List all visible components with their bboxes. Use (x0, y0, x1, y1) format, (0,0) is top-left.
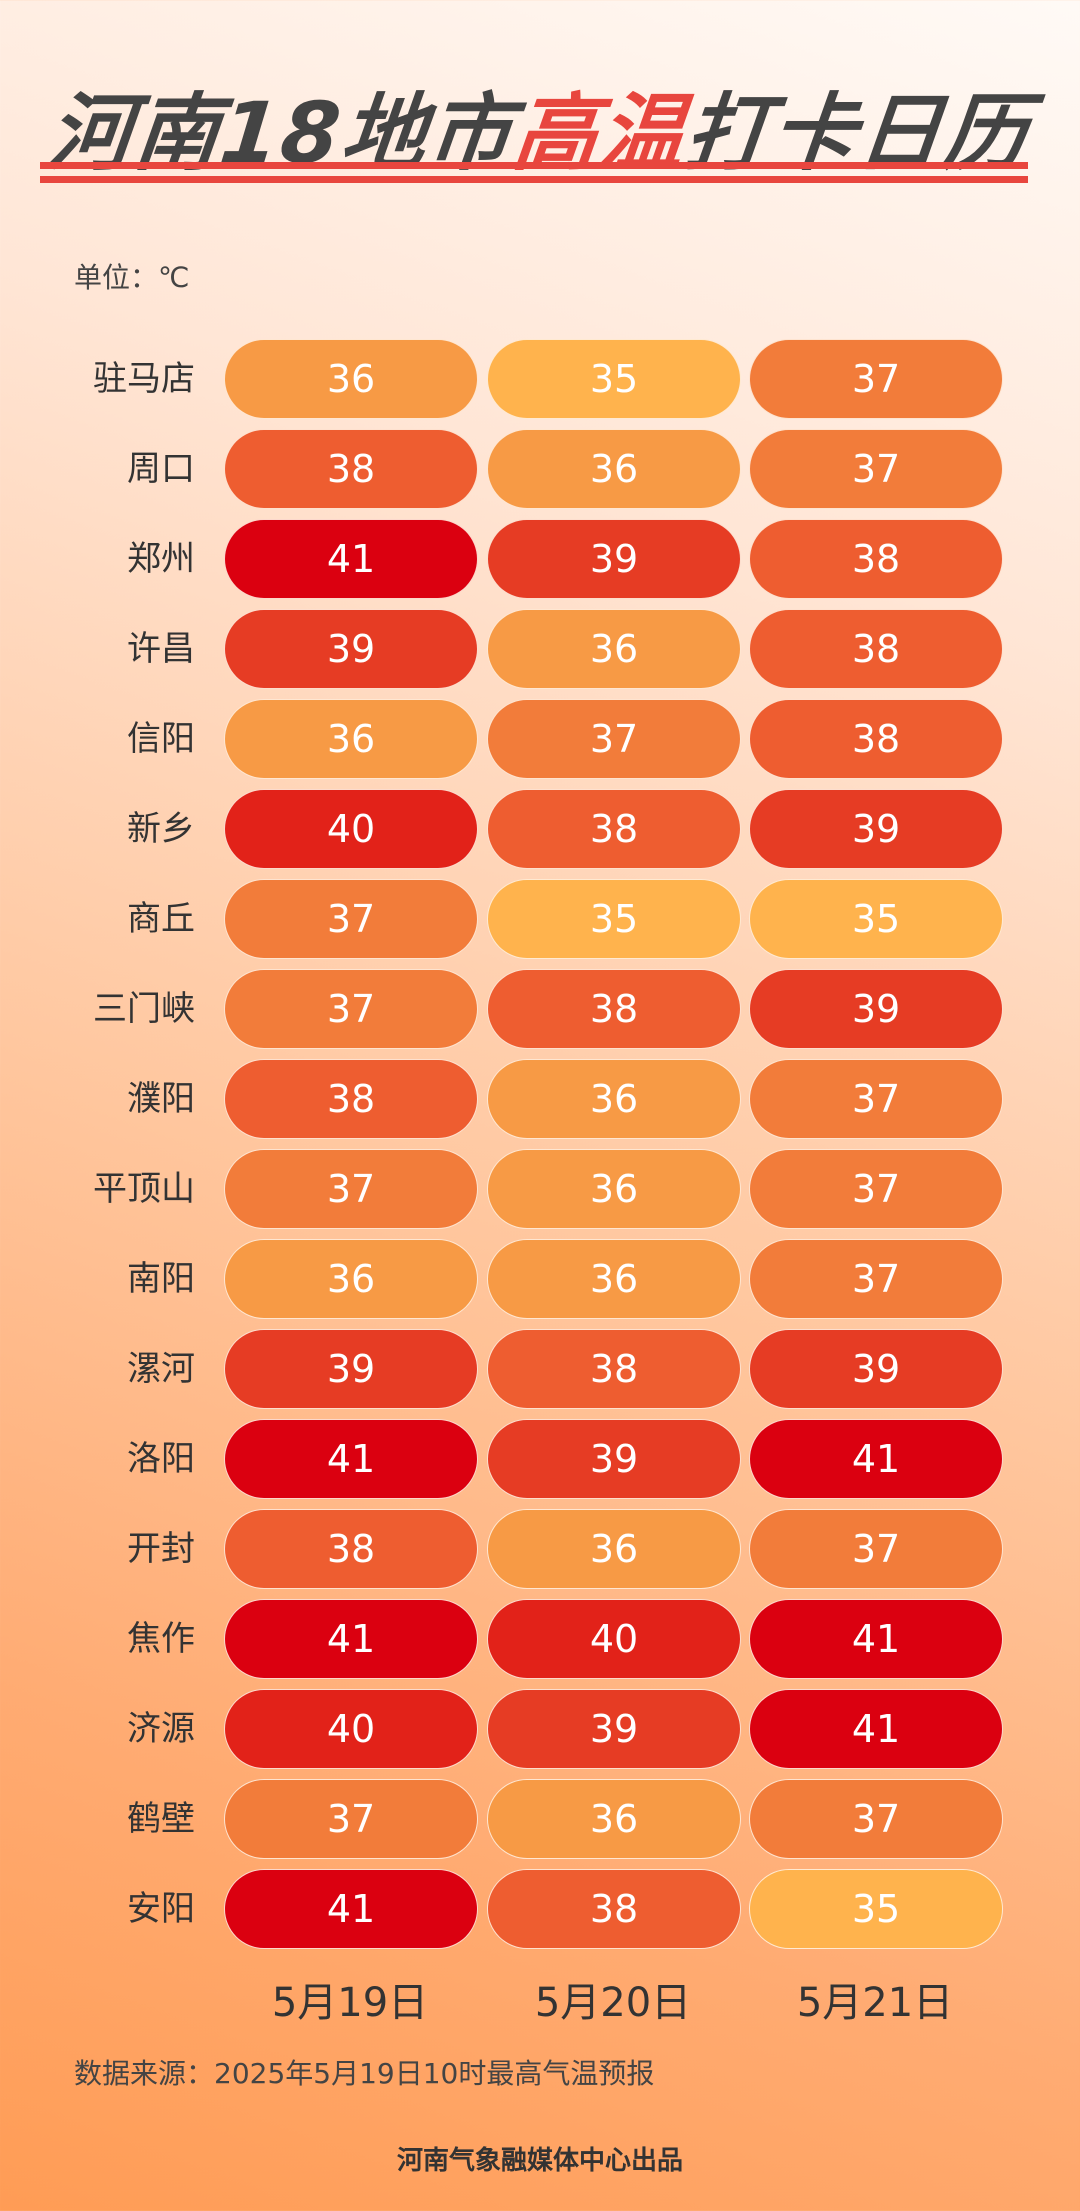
city-row: 平顶山 37 36 37 (0, 1149, 1080, 1229)
temperature-cell: 35 (487, 339, 741, 419)
city-row: 洛阳 41 39 41 (0, 1419, 1080, 1499)
temperature-cell: 37 (224, 879, 478, 959)
temperature-cell: 40 (224, 789, 478, 869)
city-name: 济源 (127, 1709, 195, 1749)
city-row: 南阳 36 36 37 (0, 1239, 1080, 1319)
city-name: 焦作 (127, 1619, 195, 1659)
city-name: 信阳 (127, 719, 195, 759)
temperature-cell: 37 (224, 1149, 478, 1229)
temperature-cell: 36 (487, 1239, 741, 1319)
temperature-cell: 41 (224, 519, 478, 599)
temperature-cell: 39 (224, 1329, 478, 1409)
city-row: 焦作 41 40 41 (0, 1599, 1080, 1679)
city-name: 濮阳 (127, 1079, 195, 1119)
temperature-cell: 36 (487, 609, 741, 689)
city-row: 郑州 41 39 38 (0, 519, 1080, 599)
temperature-cell: 36 (487, 1059, 741, 1139)
temperature-cell: 35 (749, 1869, 1003, 1949)
temperature-cell: 38 (487, 789, 741, 869)
city-name: 郑州 (127, 539, 195, 579)
data-source: 数据来源：2025年5月19日10时最高气温预报 (74, 2057, 655, 2090)
city-row: 安阳 41 38 35 (0, 1869, 1080, 1949)
temperature-cell: 39 (487, 519, 741, 599)
temperature-cell: 39 (487, 1419, 741, 1499)
temperature-cell: 41 (224, 1419, 478, 1499)
temperature-cell: 39 (487, 1689, 741, 1769)
temperature-cell: 37 (749, 1149, 1003, 1229)
city-name: 平顶山 (93, 1169, 195, 1209)
temperature-cell: 37 (749, 1509, 1003, 1589)
city-row: 驻马店 36 35 37 (0, 339, 1080, 419)
city-name: 漯河 (127, 1349, 195, 1389)
city-row: 信阳 36 37 38 (0, 699, 1080, 779)
temperature-cell: 39 (224, 609, 478, 689)
temperature-cell: 38 (749, 609, 1003, 689)
temperature-cell: 41 (224, 1599, 478, 1679)
date-label: 5月21日 (796, 1980, 954, 2026)
city-row: 濮阳 38 36 37 (0, 1059, 1080, 1139)
credit: 河南气象融媒体中心出品 (396, 2146, 683, 2176)
temperature-cell: 39 (749, 969, 1003, 1049)
city-name: 商丘 (127, 899, 195, 939)
city-name: 南阳 (127, 1259, 195, 1299)
temperature-cell: 37 (487, 699, 741, 779)
temperature-cell: 35 (487, 879, 741, 959)
temperature-cell: 41 (749, 1689, 1003, 1769)
temperature-cell: 38 (224, 429, 478, 509)
temperature-cell: 38 (487, 969, 741, 1049)
temperature-cell: 39 (749, 1329, 1003, 1409)
city-row: 漯河 39 38 39 (0, 1329, 1080, 1409)
temperature-cell: 36 (487, 1509, 741, 1589)
temperature-cell: 37 (224, 969, 478, 1049)
temperature-cell: 36 (487, 1779, 741, 1859)
temperature-cell: 36 (487, 1149, 741, 1229)
city-name: 鹤壁 (127, 1799, 195, 1839)
temperature-cell: 37 (224, 1779, 478, 1859)
temperature-cell: 38 (749, 519, 1003, 599)
city-name: 洛阳 (127, 1439, 195, 1479)
temperature-cell: 38 (224, 1059, 478, 1139)
city-name: 安阳 (127, 1889, 195, 1929)
temperature-cell: 41 (224, 1869, 478, 1949)
city-name: 周口 (127, 449, 195, 489)
city-row: 鹤壁 37 36 37 (0, 1779, 1080, 1859)
city-name: 三门峡 (93, 989, 195, 1029)
temperature-cell: 37 (749, 429, 1003, 509)
temperature-cell: 35 (749, 879, 1003, 959)
temperature-cell: 37 (749, 339, 1003, 419)
city-row: 许昌 39 36 38 (0, 609, 1080, 689)
temperature-cell: 37 (749, 1239, 1003, 1319)
date-label: 5月20日 (534, 1980, 692, 2026)
city-row: 开封 38 36 37 (0, 1509, 1080, 1589)
temperature-cell: 36 (487, 429, 741, 509)
city-name: 新乡 (127, 809, 195, 849)
city-name: 开封 (127, 1529, 195, 1569)
temperature-cell: 36 (224, 1239, 478, 1319)
temperature-cell: 37 (749, 1779, 1003, 1859)
city-row: 济源 40 39 41 (0, 1689, 1080, 1769)
temperature-cell: 36 (224, 339, 478, 419)
city-row: 商丘 37 35 35 (0, 879, 1080, 959)
temperature-cell: 40 (487, 1599, 741, 1679)
city-name: 许昌 (127, 629, 195, 669)
temperature-cell: 41 (749, 1419, 1003, 1499)
temperature-cell: 36 (224, 699, 478, 779)
city-row: 新乡 40 38 39 (0, 789, 1080, 869)
unit-label: 单位：℃ (74, 261, 190, 294)
title-underline-top (40, 162, 1028, 169)
temperature-cell: 39 (749, 789, 1003, 869)
temperature-cell: 38 (487, 1329, 741, 1409)
temperature-cell: 37 (749, 1059, 1003, 1139)
temperature-cell: 40 (224, 1689, 478, 1769)
title-underline-bottom (40, 176, 1028, 183)
city-row: 周口 38 36 37 (0, 429, 1080, 509)
temperature-cell: 38 (749, 699, 1003, 779)
city-name: 驻马店 (93, 359, 195, 399)
city-row: 三门峡 37 38 39 (0, 969, 1080, 1049)
date-label: 5月19日 (271, 1980, 429, 2026)
temperature-cell: 38 (487, 1869, 741, 1949)
temperature-cell: 38 (224, 1509, 478, 1589)
temperature-cell: 41 (749, 1599, 1003, 1679)
